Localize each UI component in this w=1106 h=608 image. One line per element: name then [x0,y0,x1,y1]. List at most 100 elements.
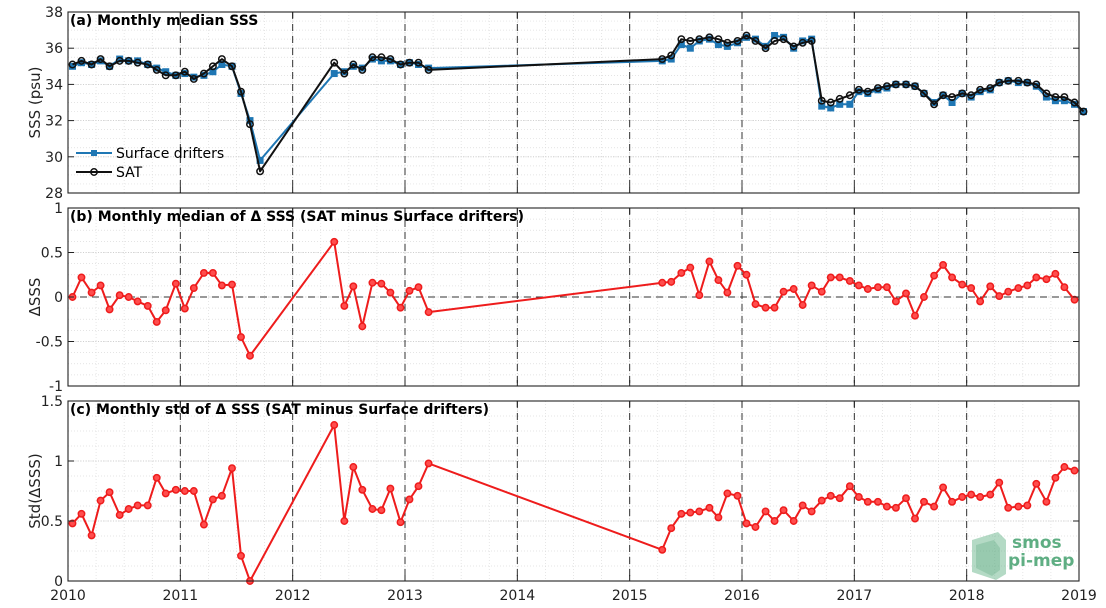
data-point [377,506,386,515]
data-point [124,56,133,65]
data-point [667,51,676,60]
data-point [667,524,676,533]
panel-b-delta-sss: -1 -0.5 0 0.5 1 (b) Monthly median of Δ SSS (… [26,201,1080,395]
data-point [733,261,742,270]
data-point [424,65,433,74]
data-point [948,273,957,282]
data-point [705,33,714,42]
data-point [340,69,349,78]
data-point [986,490,995,499]
data-point [658,545,667,554]
data-point [414,482,423,491]
data-point [846,100,854,108]
data-point [930,100,939,109]
data-point [161,306,170,315]
data-point [330,421,339,429]
data-point [826,98,835,107]
data-point [995,478,1004,487]
data-point [152,317,161,326]
data-point [358,322,367,331]
data-point [733,37,742,45]
data-point [817,287,826,296]
data-point [189,487,198,495]
data-point [199,520,208,529]
y-axis-label: SSS (psu) [26,67,44,139]
data-point [714,35,723,44]
series-delta-2 [68,421,1079,585]
data-point [873,497,882,506]
data-point [723,489,732,498]
data-point [911,514,919,523]
data-point [1004,503,1013,512]
y-tick-label: 38 [45,5,63,21]
series-line [72,34,1085,173]
data-point [798,301,807,309]
data-point [143,301,152,310]
data-point [854,281,863,290]
data-point [189,284,198,293]
data-point [171,279,180,288]
data-point [807,37,816,45]
data-point [836,100,844,108]
data-point [189,75,198,83]
data-point [827,104,835,112]
data-point [1004,287,1013,296]
data-point [873,84,882,92]
data-point [105,305,114,314]
data-point [180,304,189,313]
data-point [891,503,900,512]
data-point [171,71,180,80]
data-point [105,62,114,71]
data-point [377,53,386,62]
data-point [115,511,124,519]
logo-shape [976,540,1000,576]
data-point [863,285,872,293]
data-point [695,291,704,300]
data-point [882,82,891,91]
data-point [789,42,798,51]
data-point [751,37,760,45]
data-point [1060,93,1069,102]
data-point [424,459,433,468]
data-point [124,505,133,513]
y-tick-label: 1.5 [41,394,63,410]
data-point [939,91,948,100]
data-point [217,281,226,290]
data-point [358,485,367,494]
legend-marker [90,168,98,176]
data-point [217,491,226,500]
data-point [256,167,265,176]
data-point [686,44,694,52]
data-point [115,291,124,300]
data-point [835,94,844,103]
data-point [1023,78,1032,87]
data-point [396,518,405,527]
data-point [96,496,105,505]
data-point [976,297,985,306]
data-point [976,493,985,501]
legend: Surface drifters SAT [76,146,224,181]
series-line [71,424,1075,582]
data-point [237,333,245,341]
data-point [217,55,226,64]
data-point [779,35,788,44]
data-point [911,82,919,91]
legend-entry: Surface drifters [116,146,224,162]
data-point [171,485,180,494]
data-point [1060,463,1069,471]
data-point [246,120,254,129]
data-point [143,501,152,510]
x-tick-label: 2016 [724,588,760,604]
x-tick-label: 2019 [1061,588,1097,604]
data-point [133,58,142,67]
data-point [948,497,957,506]
data-point [948,93,957,102]
data-point [902,80,910,89]
data-point [152,65,161,74]
data-point [208,269,217,277]
data-point [677,35,686,44]
data-point [152,473,161,482]
data-point [818,102,826,110]
data-point [330,237,339,246]
